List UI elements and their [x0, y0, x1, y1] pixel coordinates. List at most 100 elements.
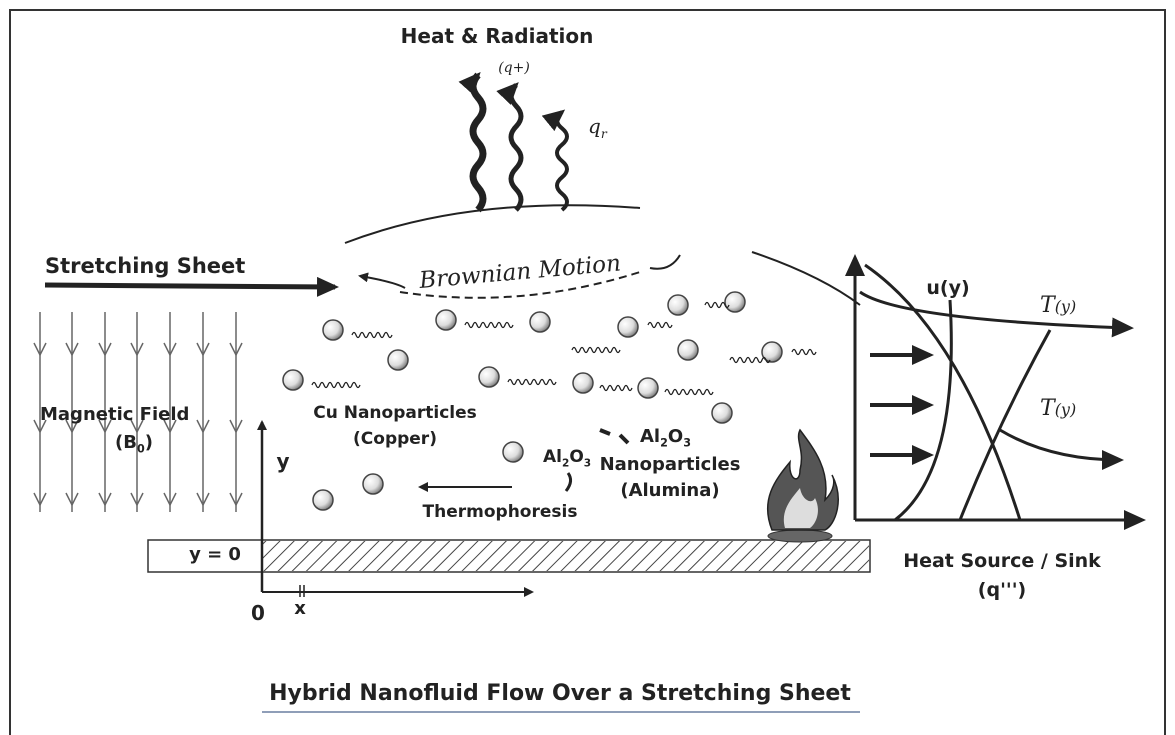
wall-label: y = 0: [189, 544, 241, 565]
flux-symbol: qr: [588, 114, 608, 141]
subscript: 3: [683, 437, 691, 450]
text-part: O: [668, 426, 683, 447]
field-arrowhead: [163, 342, 177, 357]
t-label: T(y): [1040, 293, 1076, 318]
axis-x-label: x: [294, 598, 306, 619]
wiggle: [704, 301, 730, 309]
particle: [322, 319, 344, 341]
field-arrowhead: [229, 342, 243, 357]
text-part: Al: [543, 447, 562, 467]
text-part: (B: [115, 432, 137, 453]
field-symbol: (B0): [115, 432, 153, 456]
text-part: ): [145, 432, 153, 453]
u-label: u(y): [926, 277, 969, 299]
particle: [529, 311, 551, 333]
boundary-arc: [751, 251, 861, 306]
field-arrowhead: [65, 419, 79, 434]
wiggle: [791, 348, 817, 356]
wiggle: [664, 388, 714, 396]
frame: [9, 9, 1166, 735]
origin-label: 0: [251, 601, 265, 625]
field-arrowhead: [65, 342, 79, 357]
field-arrowhead: [229, 419, 243, 434]
text-part: Al: [640, 426, 660, 447]
wiggle: [464, 321, 514, 329]
source-symbol: (q'''): [978, 579, 1026, 601]
particle: [667, 294, 689, 316]
text-part: O: [569, 447, 583, 467]
field-arrowhead: [33, 419, 47, 434]
al-curl: [564, 472, 573, 492]
diagram-title: Hybrid Nanofluid Flow Over a Stretching …: [269, 681, 851, 706]
stretch-arrow: [44, 276, 339, 297]
field-arrowhead: [229, 492, 243, 507]
wiggle: [599, 384, 633, 392]
brownian-arrow: [358, 272, 406, 289]
particle: [312, 489, 334, 511]
al-label: Nanoparticles: [600, 454, 741, 475]
boundary-arc: [344, 204, 641, 244]
field-arrowhead: [196, 492, 210, 507]
subscript: 2: [562, 457, 569, 469]
plate-hatch: [262, 541, 869, 571]
t-profile-inner: [894, 299, 953, 522]
wiggle: [311, 381, 361, 389]
particle: [637, 377, 659, 399]
field-arrowhead: [98, 342, 112, 357]
text-part: q: [588, 114, 601, 138]
field-arrowhead: [163, 419, 177, 434]
t-profile-2-tail: [999, 428, 1124, 470]
particle: [387, 349, 409, 371]
t-profile: [859, 290, 1134, 338]
field-arrowhead: [65, 492, 79, 507]
brownian-path: [649, 254, 681, 270]
thermo-label: Thermophoresis: [423, 502, 578, 522]
field-arrowhead: [33, 342, 47, 357]
text-part: T: [1040, 396, 1057, 421]
wiggle: [647, 321, 673, 329]
field-arrowhead: [98, 492, 112, 507]
subscript: 0: [137, 443, 145, 456]
subscript: r: [601, 126, 608, 141]
particle: [435, 309, 457, 331]
field-arrowhead: [196, 419, 210, 434]
stretching-label: Stretching Sheet: [45, 254, 245, 278]
flame: [766, 428, 839, 531]
heat-arrow: [458, 72, 487, 213]
cu-label: Cu Nanoparticles: [313, 403, 477, 423]
source-label: Heat Source / Sink: [903, 550, 1101, 572]
particle: [478, 366, 500, 388]
heat-symbol: (q+): [498, 60, 530, 76]
text-part: (y): [1055, 400, 1077, 419]
brownian-label: Brownian Motion: [417, 250, 622, 294]
particle: [711, 402, 733, 424]
heat-title: Heat & Radiation: [401, 24, 594, 48]
field-label: Magnetic Field: [40, 404, 189, 425]
wiggle: [571, 346, 621, 354]
cu-name: (Copper): [353, 429, 437, 449]
heat-arrow: [496, 82, 524, 212]
burner: [767, 529, 833, 543]
heat-arrow: [541, 109, 569, 212]
al-mark: [599, 428, 630, 445]
particle: [617, 316, 639, 338]
drawing: [33, 72, 1146, 713]
al-small: Al2O3: [543, 447, 591, 469]
wiggle: [729, 356, 771, 364]
wiggle: [351, 331, 393, 339]
field-arrowhead: [130, 342, 144, 357]
particle: [282, 369, 304, 391]
field-arrowhead: [196, 342, 210, 357]
x-tick: [299, 585, 305, 597]
t-profile-2: [958, 329, 1052, 521]
texts: Heat & Radiation (q+) qr Stretching Sheet Br…: [40, 24, 1101, 706]
field-arrowhead: [33, 492, 47, 507]
particle: [724, 291, 746, 313]
al-big: Al2O3: [640, 426, 691, 450]
field-arrowhead: [130, 492, 144, 507]
particle: [761, 341, 783, 363]
wiggle: [507, 378, 557, 386]
axis-y-label: y: [276, 449, 289, 473]
text-part: (y): [1055, 297, 1077, 316]
